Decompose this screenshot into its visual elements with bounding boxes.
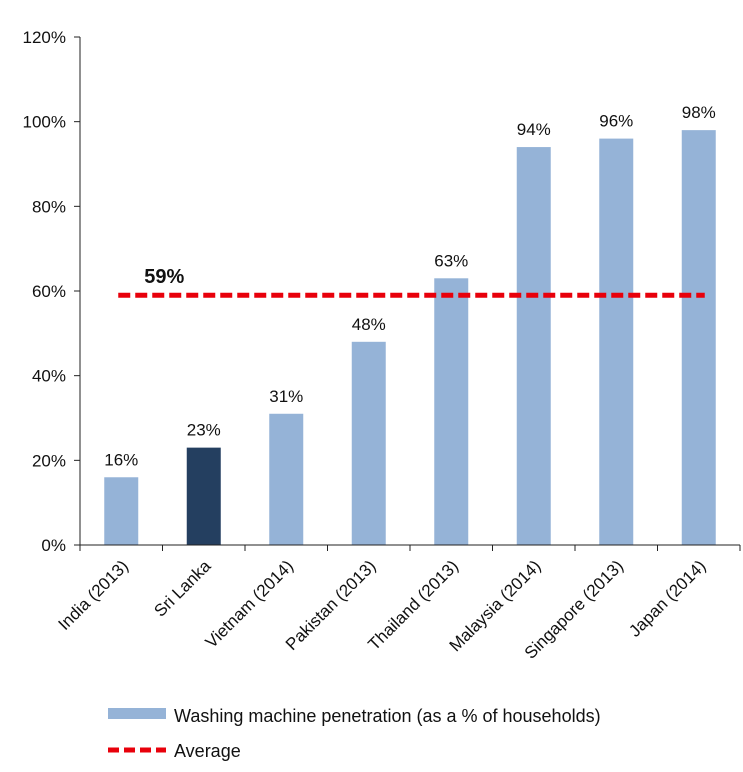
average-label: 59%	[144, 266, 184, 288]
legend-swatch-bars	[108, 708, 166, 719]
y-tick-label: 120%	[23, 28, 66, 47]
bar	[434, 278, 469, 545]
bar	[269, 413, 304, 545]
bar	[516, 147, 551, 546]
data-label: 16%	[104, 450, 138, 469]
bar	[104, 477, 139, 545]
data-label: 48%	[352, 315, 386, 334]
data-labels: 16% 23% 31% 48% 63% 94% 96% 98%	[104, 103, 716, 469]
data-label: 31%	[269, 387, 303, 406]
bars	[104, 130, 716, 546]
data-label: 23%	[187, 421, 221, 440]
y-tick-label: 100%	[23, 113, 66, 132]
bar	[351, 341, 386, 545]
legend-label-bars: Washing machine penetration (as a % of h…	[174, 706, 601, 726]
x-tick-label: Sri Lanka	[150, 556, 215, 621]
bar	[186, 447, 221, 545]
x-tick-label: Vietnam (2014)	[202, 556, 297, 651]
x-tick-label: Japan (2014)	[625, 556, 709, 640]
bar	[599, 138, 634, 545]
y-axis: 0% 20% 40% 60% 80% 100% 120%	[23, 28, 81, 555]
y-tick-label: 20%	[32, 451, 66, 470]
data-label: 94%	[517, 120, 551, 139]
y-tick-label: 80%	[32, 197, 66, 216]
data-label: 98%	[682, 103, 716, 122]
y-tick-label: 60%	[32, 282, 66, 301]
data-label: 63%	[434, 251, 468, 270]
y-tick-label: 0%	[41, 536, 66, 555]
x-tick-label: India (2013)	[54, 556, 132, 634]
legend: Washing machine penetration (as a % of h…	[108, 706, 601, 761]
average-line-group: 59%	[118, 266, 705, 298]
data-label: 96%	[599, 112, 633, 131]
bar	[681, 130, 716, 545]
y-tick-label: 40%	[32, 367, 66, 386]
legend-label-average: Average	[174, 741, 241, 761]
